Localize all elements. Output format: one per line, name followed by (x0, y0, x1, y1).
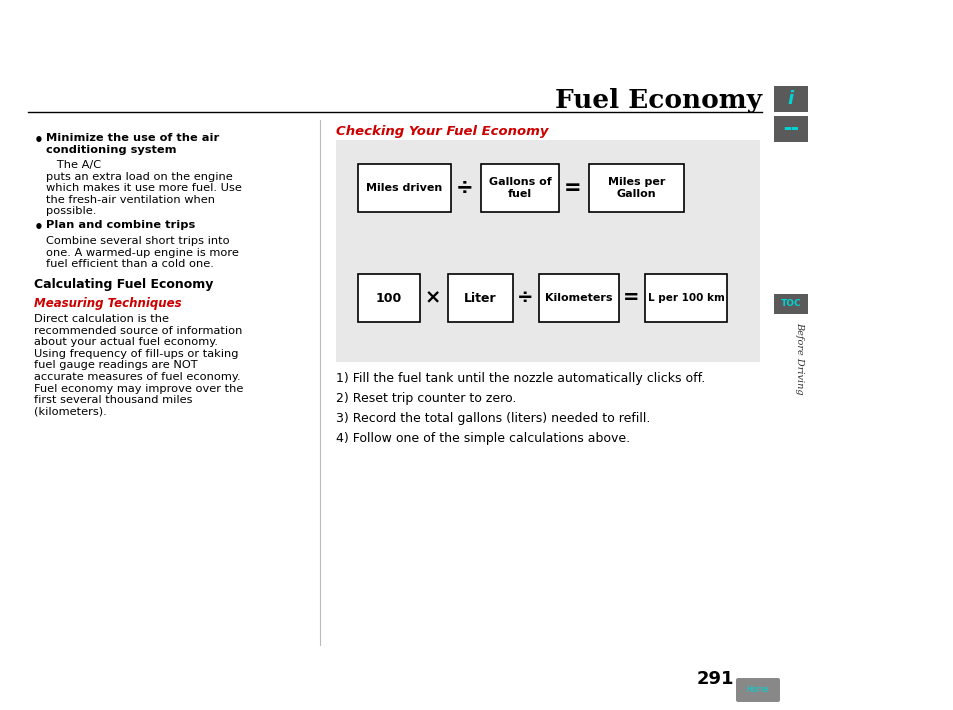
Text: i: i (787, 90, 793, 108)
Text: ▬▬: ▬▬ (782, 124, 798, 133)
Text: Liter: Liter (464, 292, 497, 305)
Text: 4) Follow one of the simple calculations above.: 4) Follow one of the simple calculations… (335, 432, 630, 445)
FancyBboxPatch shape (644, 274, 726, 322)
Text: Fuel Economy: Fuel Economy (555, 88, 761, 113)
Text: Calculating Fuel Economy: Calculating Fuel Economy (34, 278, 213, 291)
Text: 3) Record the total gallons (liters) needed to refill.: 3) Record the total gallons (liters) nee… (335, 412, 650, 425)
Text: The A/C
puts an extra load on the engine
which makes it use more fuel. Use
the f: The A/C puts an extra load on the engine… (46, 160, 242, 217)
Text: L per 100 km: L per 100 km (647, 293, 723, 303)
FancyBboxPatch shape (538, 274, 618, 322)
FancyBboxPatch shape (773, 86, 807, 112)
Text: Kilometers: Kilometers (545, 293, 612, 303)
Text: =: = (563, 178, 581, 198)
Text: Miles driven: Miles driven (366, 183, 442, 193)
FancyBboxPatch shape (335, 140, 760, 362)
Text: Minimize the use of the air
conditioning system: Minimize the use of the air conditioning… (46, 133, 219, 155)
FancyBboxPatch shape (357, 164, 451, 212)
Text: ÷: ÷ (456, 178, 474, 198)
Text: 100: 100 (375, 292, 402, 305)
Text: 1) Fill the fuel tank until the nozzle automatically clicks off.: 1) Fill the fuel tank until the nozzle a… (335, 372, 704, 385)
FancyBboxPatch shape (480, 164, 558, 212)
Text: =: = (622, 288, 639, 307)
FancyBboxPatch shape (773, 116, 807, 142)
Text: Checking Your Fuel Economy: Checking Your Fuel Economy (335, 125, 548, 138)
Text: Home: Home (746, 685, 768, 694)
Text: ×: × (424, 288, 440, 307)
FancyBboxPatch shape (735, 678, 780, 702)
Text: •: • (34, 133, 44, 148)
Text: •: • (34, 220, 44, 235)
Text: Direct calculation is the
recommended source of information
about your actual fu: Direct calculation is the recommended so… (34, 314, 243, 417)
Text: TOC: TOC (780, 300, 801, 309)
Text: Gallons of
fuel: Gallons of fuel (488, 178, 551, 199)
FancyBboxPatch shape (448, 274, 513, 322)
Text: 2) Reset trip counter to zero.: 2) Reset trip counter to zero. (335, 392, 516, 405)
Text: Measuring Techniques: Measuring Techniques (34, 297, 181, 310)
Text: ÷: ÷ (517, 288, 533, 307)
FancyBboxPatch shape (773, 294, 807, 314)
Text: Miles per
Gallon: Miles per Gallon (607, 178, 664, 199)
Text: 291: 291 (696, 670, 733, 688)
Text: Before Driving: Before Driving (795, 322, 803, 395)
FancyBboxPatch shape (357, 274, 419, 322)
Text: Combine several short trips into
one. A warmed-up engine is more
fuel efficient : Combine several short trips into one. A … (46, 236, 238, 269)
FancyBboxPatch shape (588, 164, 683, 212)
Text: Plan and combine trips: Plan and combine trips (46, 220, 195, 230)
